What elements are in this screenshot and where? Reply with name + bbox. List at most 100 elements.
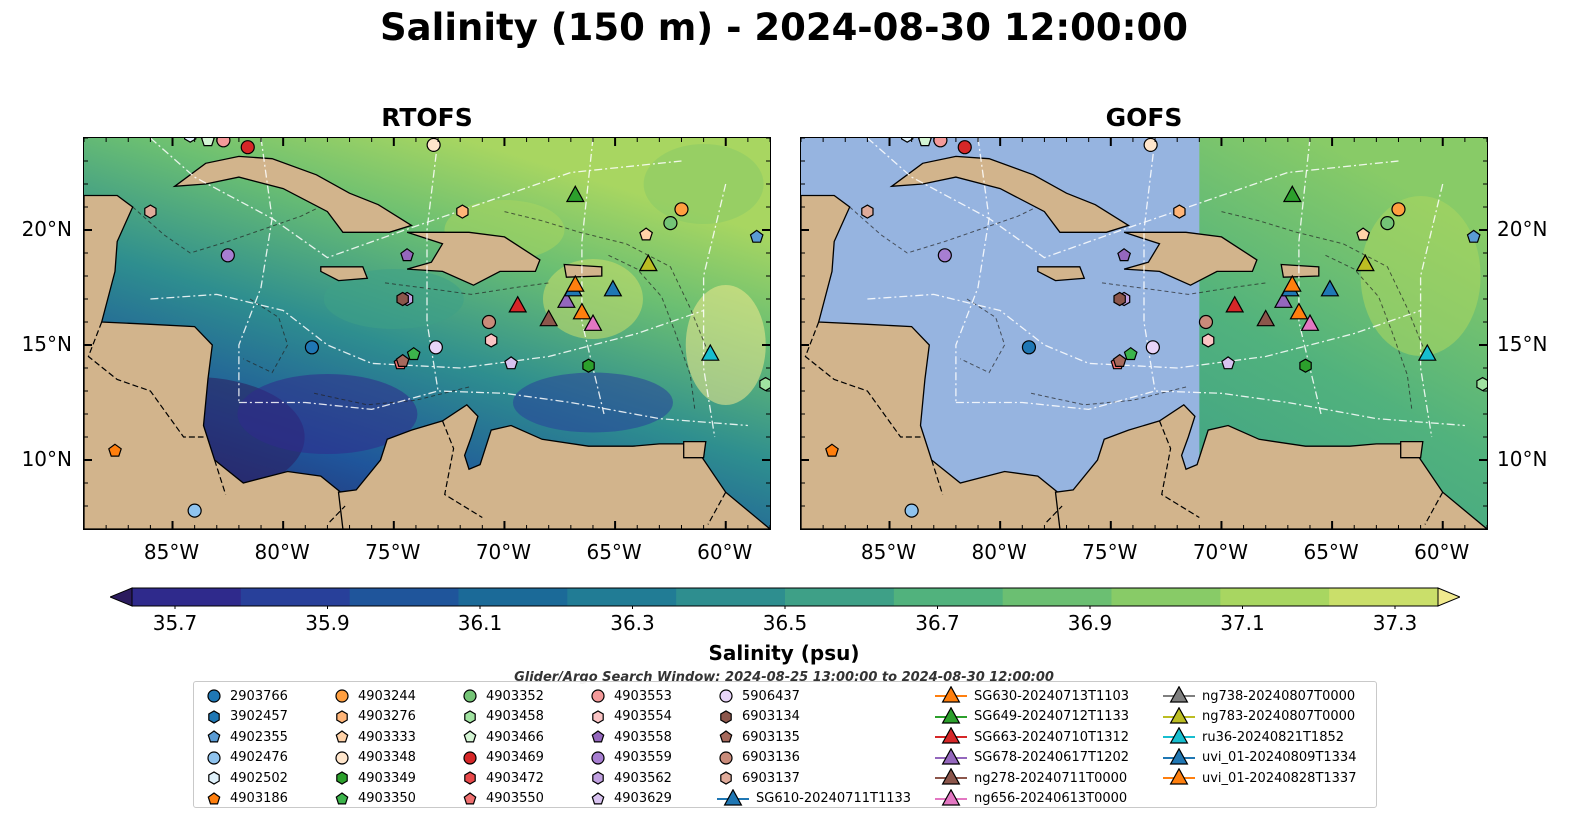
legend-marker-pentagon[interactable]: [591, 730, 605, 743]
gofs-map[interactable]: [800, 137, 1488, 530]
platform-4903469[interactable]: [240, 140, 255, 155]
platform-6903134[interactable]: [396, 291, 409, 307]
legend-marker-pentagon[interactable]: [591, 791, 605, 804]
platform-uvi_01-20240828T1337[interactable]: [1282, 274, 1302, 292]
platform-4903186[interactable]: [108, 443, 122, 457]
platform-4903554[interactable]: [484, 333, 498, 348]
platform-4903333[interactable]: [1356, 227, 1371, 241]
legend-marker-circle[interactable]: [719, 689, 733, 703]
legend-marker-circle[interactable]: [335, 750, 349, 765]
platform-6903134[interactable]: [1113, 291, 1126, 307]
platform-4903554[interactable]: [1201, 333, 1215, 348]
legend-marker-pentagon[interactable]: [463, 791, 477, 804]
platform-4903629[interactable]: [504, 356, 519, 370]
legend-marker-pentagon[interactable]: [719, 730, 733, 743]
platform-4903276[interactable]: [456, 204, 469, 219]
platform-4903348[interactable]: [1143, 138, 1158, 152]
platform-4902355[interactable]: [749, 229, 764, 243]
legend-marker-triangle[interactable]: [723, 788, 743, 806]
legend-marker-triangle[interactable]: [1169, 768, 1189, 785]
platform-6903137[interactable]: [861, 204, 874, 219]
legend-marker-triangle[interactable]: [1169, 747, 1189, 765]
platform-ru36-20240821T1852[interactable]: [1417, 343, 1437, 361]
platform-4903349[interactable]: [582, 358, 595, 373]
legend-marker-triangle[interactable]: [941, 768, 961, 785]
platform-ng783-20240807T0000[interactable]: [1355, 254, 1375, 272]
platform-4902355[interactable]: [1466, 229, 1481, 243]
platform-5906437[interactable]: [428, 340, 443, 355]
platform-5906437[interactable]: [1145, 340, 1160, 355]
platform-SG610-20240711T1133[interactable]: [603, 279, 623, 297]
platform-SG649-20240712T1133[interactable]: [1282, 185, 1302, 203]
platform-4903559[interactable]: [937, 248, 952, 263]
platform-SG678-20240617T1202[interactable]: [556, 290, 576, 308]
legend-marker-triangle[interactable]: [941, 747, 961, 765]
legend-marker-circle[interactable]: [719, 750, 733, 765]
platform-4903458[interactable]: [1476, 376, 1487, 392]
platform-6903137[interactable]: [144, 204, 157, 219]
platform-ng278-20240711T0000[interactable]: [539, 309, 559, 327]
platform-4902476[interactable]: [187, 503, 202, 518]
legend-marker-pentagon[interactable]: [335, 791, 349, 804]
platform-4902502[interactable]: [900, 138, 914, 143]
platform-4902476[interactable]: [904, 503, 919, 518]
platform-4903186[interactable]: [825, 443, 839, 457]
platform-SG610-20240711T1133[interactable]: [1320, 279, 1340, 297]
platform-SG630-20240713T1103[interactable]: [1289, 302, 1309, 320]
legend-marker-circle[interactable]: [591, 689, 605, 703]
legend-marker-triangle[interactable]: [941, 686, 961, 703]
platform-4903352[interactable]: [663, 215, 678, 231]
legend-marker-pentagon[interactable]: [207, 730, 221, 743]
platform-4903348[interactable]: [426, 138, 441, 152]
platform-6903136[interactable]: [481, 314, 497, 330]
legend-marker-triangle[interactable]: [1169, 706, 1189, 724]
legend-marker-circle[interactable]: [335, 689, 349, 703]
legend-marker-hexagon[interactable]: [464, 709, 476, 724]
platform-4903469[interactable]: [957, 140, 972, 155]
legend-marker-pentagon[interactable]: [463, 730, 477, 743]
platform-ng783-20240807T0000[interactable]: [638, 254, 658, 272]
legend-marker-hexagon[interactable]: [464, 771, 476, 785]
platform-4903458[interactable]: [759, 376, 770, 392]
legend-marker-hexagon[interactable]: [336, 771, 348, 785]
legend-marker-circle[interactable]: [591, 750, 605, 765]
legend-marker-hexagon[interactable]: [336, 709, 348, 724]
legend-marker-triangle[interactable]: [941, 706, 961, 724]
legend-marker-circle[interactable]: [207, 689, 221, 703]
platform-4903244[interactable]: [1391, 202, 1406, 217]
legend-marker-pentagon[interactable]: [335, 730, 349, 743]
platform-4902502[interactable]: [183, 138, 197, 143]
platform-4903558[interactable]: [1117, 248, 1132, 262]
platform-4903466[interactable]: [200, 138, 215, 147]
legend-marker-circle[interactable]: [463, 689, 477, 703]
platform-4903333[interactable]: [639, 227, 654, 241]
platform-2903766[interactable]: [304, 340, 320, 355]
legend-marker-triangle[interactable]: [1169, 727, 1189, 744]
platform-6903136[interactable]: [1198, 314, 1214, 330]
platform-SG663-20240710T1312[interactable]: [508, 295, 528, 313]
legend-marker-triangle[interactable]: [941, 727, 961, 744]
legend-marker-hexagon[interactable]: [720, 709, 732, 724]
platform-6903135[interactable]: [395, 353, 410, 367]
platform-ng656-20240613T0000[interactable]: [1300, 313, 1320, 331]
platform-SG678-20240617T1202[interactable]: [1273, 290, 1293, 308]
legend-marker-circle[interactable]: [463, 750, 477, 765]
platform-4903349[interactable]: [1299, 358, 1312, 373]
platform-2903766[interactable]: [1021, 340, 1037, 355]
legend-marker-hexagon[interactable]: [208, 771, 220, 785]
platform-4903553[interactable]: [933, 138, 948, 148]
platform-4903559[interactable]: [220, 248, 235, 263]
platform-4903629[interactable]: [1221, 356, 1236, 370]
platform-4903350[interactable]: [1123, 346, 1138, 361]
legend-marker-pentagon[interactable]: [207, 791, 221, 804]
legend-marker-hexagon[interactable]: [720, 771, 732, 785]
legend-marker-triangle[interactable]: [941, 788, 961, 806]
platform-4903558[interactable]: [400, 248, 415, 262]
platform-4903244[interactable]: [674, 202, 689, 217]
platform-4903350[interactable]: [406, 346, 421, 361]
platform-ng656-20240613T0000[interactable]: [583, 313, 603, 331]
legend-marker-hexagon[interactable]: [592, 709, 604, 724]
platform-SG649-20240712T1133[interactable]: [565, 185, 585, 203]
platform-4903352[interactable]: [1380, 215, 1395, 231]
platform-4903466[interactable]: [917, 138, 932, 147]
